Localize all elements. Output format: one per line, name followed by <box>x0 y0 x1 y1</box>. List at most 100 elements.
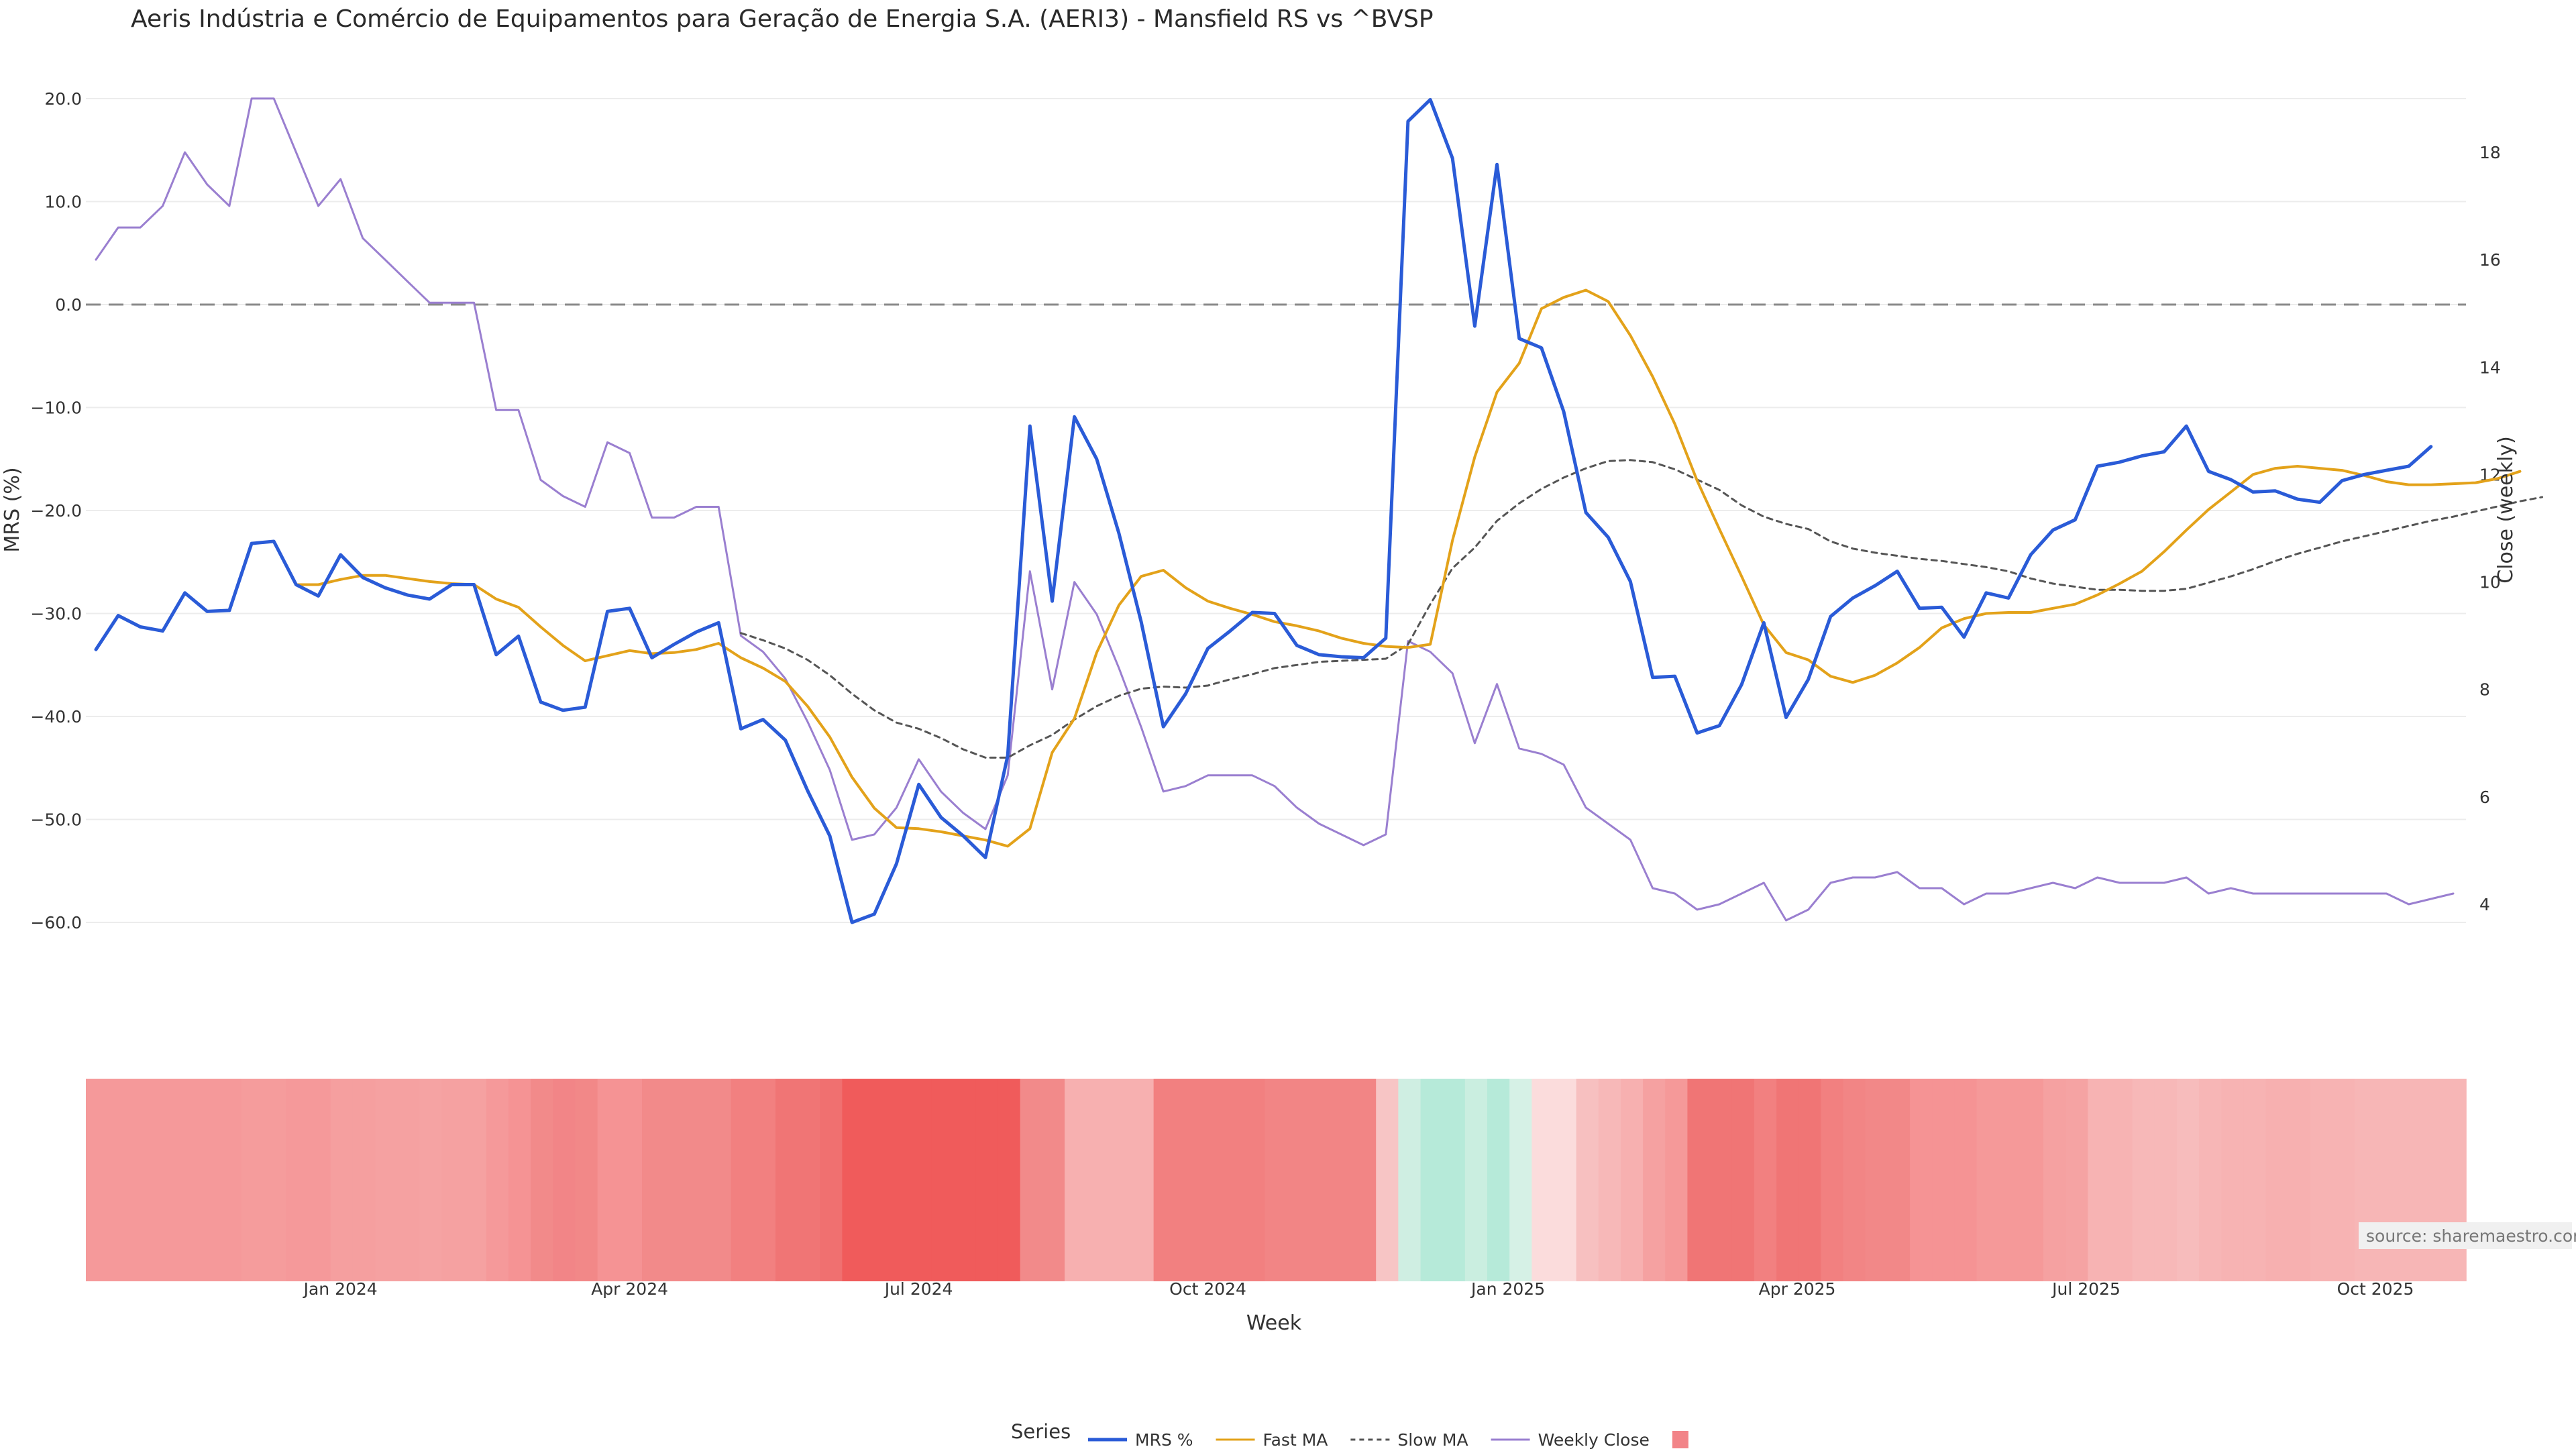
heatmap-cell <box>308 1079 331 1281</box>
heatmap-cell <box>441 1079 465 1281</box>
heatmap-cell <box>1309 1079 1332 1281</box>
heatmap-cell <box>864 1079 888 1281</box>
left-tick-label: −20.0 <box>30 501 82 521</box>
left-y-axis-title: MRS (%) <box>1 467 24 552</box>
heatmap-cell <box>2421 1079 2445 1281</box>
heatmap-cell <box>2176 1079 2200 1281</box>
left-tick-label: −40.0 <box>30 707 82 727</box>
x-tick-label: Jan 2025 <box>1470 1279 1545 1299</box>
heatmap-cell <box>1376 1079 1399 1281</box>
right-tick-label: 18 <box>2479 143 2501 162</box>
heatmap-cell <box>1042 1079 1065 1281</box>
heatmap-cell <box>2288 1079 2311 1281</box>
chart-title: Aeris Indústria e Comércio de Equipament… <box>131 5 1434 33</box>
heatmap-cell <box>1020 1079 1043 1281</box>
heatmap-cell <box>908 1079 932 1281</box>
heatmap-cell <box>1532 1079 1555 1281</box>
x-tick-label: Oct 2024 <box>1169 1279 1246 1299</box>
heatmap-cell <box>86 1079 109 1281</box>
heatmap-cell <box>241 1079 265 1281</box>
series-line-fast-ma <box>294 288 2522 848</box>
heatmap-cell <box>2199 1079 2222 1281</box>
heatmap-cell <box>1998 1079 2022 1281</box>
heatmap-cell <box>1442 1079 1466 1281</box>
heatmap-cell <box>2310 1079 2333 1281</box>
heatmap-cell <box>1554 1079 1577 1281</box>
heatmap-cell <box>1843 1079 1866 1281</box>
heatmap-cell <box>1598 1079 1621 1281</box>
x-tick-label: Jul 2024 <box>883 1279 953 1299</box>
heatmap-cell <box>1709 1079 1733 1281</box>
heatmap-cell <box>775 1079 798 1281</box>
heatmap-cell <box>1331 1079 1354 1281</box>
heatmap-cell <box>286 1079 309 1281</box>
series-line-slow-ma <box>739 459 2544 759</box>
heatmap-cell <box>1887 1079 1911 1281</box>
heatmap-cell <box>1354 1079 1377 1281</box>
grid-lines <box>86 98 2466 923</box>
heatmap-cell <box>464 1079 487 1281</box>
heatmap-cell <box>1287 1079 1310 1281</box>
mrs-heatmap-strip <box>86 1079 2467 1281</box>
heatmap-cell <box>1242 1079 1266 1281</box>
x-tick-label: Oct 2025 <box>2337 1279 2414 1299</box>
heatmap-cell <box>419 1079 443 1281</box>
heatmap-cell <box>397 1079 421 1281</box>
heatmap-cell <box>2377 1079 2400 1281</box>
heatmap-cell <box>886 1079 910 1281</box>
legend-label: Slow MA <box>1397 1430 1468 1449</box>
legend-title: Series <box>1011 1420 1071 1443</box>
heatmap-cell <box>953 1079 977 1281</box>
x-axis-title: Week <box>1246 1311 1302 1335</box>
heatmap-cell <box>1197 1079 1221 1281</box>
heatmap-cell <box>2265 1079 2289 1281</box>
legend: Series MRS % Fast MA Slow MA Weekly Close <box>1011 1420 1688 1449</box>
right-tick-label: 14 <box>2479 358 2501 377</box>
heatmap-cell <box>2088 1079 2111 1281</box>
heatmap-cell <box>1910 1079 1933 1281</box>
heatmap-cell <box>1821 1079 1844 1281</box>
heatmap-cell <box>531 1079 554 1281</box>
legend-heatmap-swatch <box>1672 1431 1688 1448</box>
legend-label: Fast MA <box>1263 1430 1328 1449</box>
left-tick-label: −50.0 <box>30 810 82 830</box>
heatmap-cell <box>264 1079 287 1281</box>
x-axis: Jan 2024 Apr 2024 Jul 2024 Oct 2024 Jan 2025… <box>303 1279 2414 1299</box>
heatmap-cell <box>2355 1079 2378 1281</box>
heatmap-cell <box>1109 1079 1132 1281</box>
x-tick-label: Apr 2024 <box>591 1279 668 1299</box>
x-tick-label: Apr 2025 <box>1759 1279 1836 1299</box>
heatmap-cell <box>130 1079 154 1281</box>
heatmap-cell <box>1087 1079 1110 1281</box>
heatmap-cell <box>2154 1079 2178 1281</box>
heatmap-cell <box>641 1079 665 1281</box>
heatmap-cell <box>1731 1079 1755 1281</box>
heatmap-cell <box>798 1079 821 1281</box>
heatmap-cell <box>2043 1079 2066 1281</box>
heatmap-cell <box>2065 1079 2089 1281</box>
left-tick-label: 0.0 <box>55 295 82 315</box>
heatmap-cell <box>686 1079 710 1281</box>
heatmap-cell <box>1576 1079 1599 1281</box>
heatmap-cell <box>2110 1079 2133 1281</box>
heatmap-cell <box>1776 1079 1800 1281</box>
heatmap-cell <box>174 1079 198 1281</box>
left-tick-label: −60.0 <box>30 913 82 932</box>
heatmap-cell <box>1220 1079 1244 1281</box>
heatmap-cell <box>1153 1079 1177 1281</box>
heatmap-cell <box>1754 1079 1777 1281</box>
heatmap-cell <box>1799 1079 1822 1281</box>
legend-label: Weekly Close <box>1538 1430 1650 1449</box>
heatmap-cell <box>2021 1079 2044 1281</box>
heatmap-cell <box>842 1079 865 1281</box>
heatmap-cell <box>1687 1079 1711 1281</box>
source-badge <box>2359 1222 2572 1249</box>
x-tick-label: Jan 2024 <box>303 1279 378 1299</box>
heatmap-cell <box>1643 1079 1666 1281</box>
legend-label: MRS % <box>1135 1430 1193 1449</box>
heatmap-cell <box>708 1079 732 1281</box>
x-tick-label: Jul 2025 <box>2051 1279 2121 1299</box>
heatmap-cell <box>2443 1079 2467 1281</box>
right-y-axis-title: Close (weekly) <box>2494 436 2518 584</box>
right-tick-label: 6 <box>2479 788 2490 807</box>
